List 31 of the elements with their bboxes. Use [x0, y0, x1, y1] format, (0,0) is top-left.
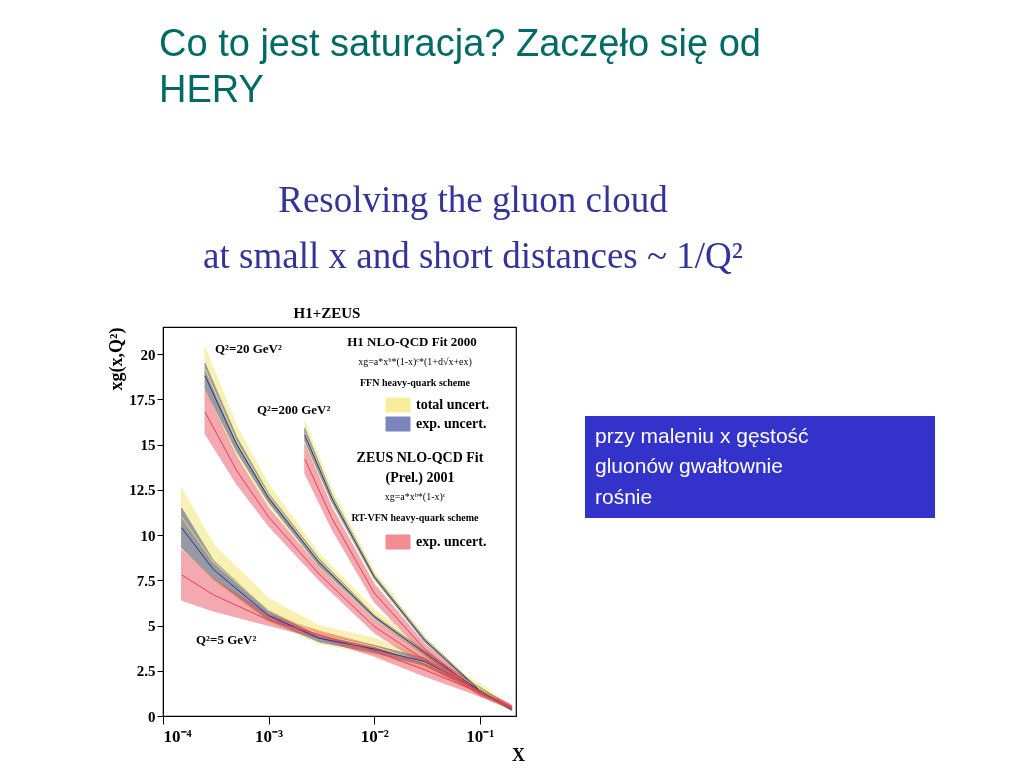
y-tick-label: 12.5 — [129, 482, 156, 499]
annotation: xg=a*xᵇ*(1-x)ᶜ*(1+d√x+ex) — [358, 356, 472, 368]
legend-label: total uncert. — [416, 397, 490, 412]
legend-label: exp. uncert. — [416, 534, 487, 549]
y-tick-label: 10 — [140, 527, 156, 544]
annotation: FFN heavy-quark scheme — [360, 377, 471, 388]
annotation: Q²=200 GeV² — [257, 402, 331, 417]
y-tick-label: 0 — [148, 708, 156, 725]
legend-label: exp. uncert. — [416, 416, 487, 431]
annotation: Q²=20 GeV² — [215, 341, 282, 356]
annotation: xg=a*xᵇ*(1-x)ᶜ — [384, 491, 446, 503]
chart-title: Co to jest saturacja? Zaczęło się od HERY — [159, 22, 761, 110]
y-tick-label: 5 — [148, 618, 156, 635]
annotation: H1 NLO-QCD Fit 2000 — [347, 334, 477, 349]
y-tick-label: 17.5 — [129, 391, 156, 408]
x-axis-title: X — [512, 744, 525, 765]
text: H1+ZEUS — [293, 305, 361, 321]
text: przy maleniu x gęstość gluonów gwałtownie rośnie — [595, 424, 809, 508]
y-axis-title: xg(x,Q²) — [105, 327, 127, 391]
y-tick-label: 20 — [140, 346, 156, 363]
annotation: RT-VFN heavy-quark scheme — [351, 512, 480, 523]
y-tick-label: 15 — [140, 437, 156, 454]
y-tick-label: 2.5 — [136, 663, 156, 680]
x-tick-label: 10⁻³ — [255, 726, 284, 746]
x-tick-label: 10⁻² — [360, 726, 389, 746]
x-tick-label: 10⁻¹ — [466, 726, 495, 746]
annotation: ZEUS NLO-QCD Fit (Prel.) 2001 — [356, 450, 484, 486]
chart-subtitle: Resolving the gluon cloud at small x and short distances ~ 1/Q² — [203, 179, 743, 276]
y-tick-label: 7.5 — [136, 572, 156, 589]
annotation: Q²=5 GeV² — [196, 632, 257, 647]
x-tick-label: 10⁻⁴ — [163, 726, 192, 746]
